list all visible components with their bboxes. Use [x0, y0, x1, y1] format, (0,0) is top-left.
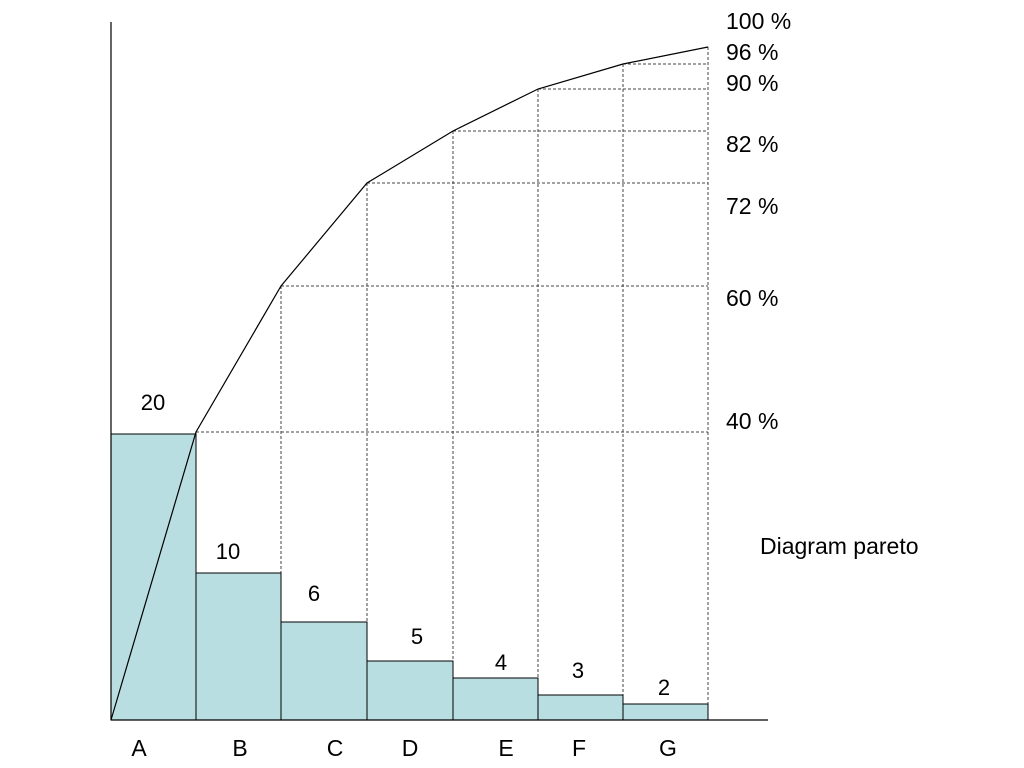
percent-label: 100 %	[726, 8, 791, 34]
axes	[110, 22, 768, 721]
value-label: 6	[308, 581, 320, 606]
category-label: E	[498, 735, 513, 761]
percent-label: 60 %	[726, 285, 778, 311]
percent-label: 90 %	[726, 70, 778, 96]
value-label: 20	[141, 390, 165, 415]
value-label: 5	[411, 624, 423, 649]
percent-label: 72 %	[726, 193, 778, 219]
category-label: F	[572, 735, 586, 761]
labels: 20 10 6 5 4 3 2 40 % 60 % 72 % 82 % 90 % 96 % 100 % A B…	[131, 8, 791, 761]
bars	[110, 433, 709, 721]
bar-B	[195, 572, 282, 721]
cumulative-line	[110, 46, 709, 721]
percent-label: 96 %	[726, 39, 778, 65]
bar-C	[280, 621, 368, 721]
category-label: C	[327, 735, 344, 761]
cumulative-polyline	[110, 46, 709, 721]
bar-D	[366, 660, 454, 721]
percent-label: 82 %	[726, 131, 778, 157]
bar-E	[452, 677, 539, 721]
bar-G	[622, 703, 709, 721]
value-label: 4	[495, 650, 507, 675]
value-label: 2	[658, 675, 670, 700]
category-label: B	[232, 735, 247, 761]
category-label: G	[659, 735, 677, 761]
category-label: A	[131, 735, 147, 761]
chart-title: Diagram pareto	[760, 533, 919, 559]
value-label: 3	[572, 658, 584, 683]
bar-F	[537, 694, 624, 721]
value-label: 10	[216, 539, 240, 564]
percent-label: 40 %	[726, 408, 778, 434]
category-label: D	[402, 735, 419, 761]
